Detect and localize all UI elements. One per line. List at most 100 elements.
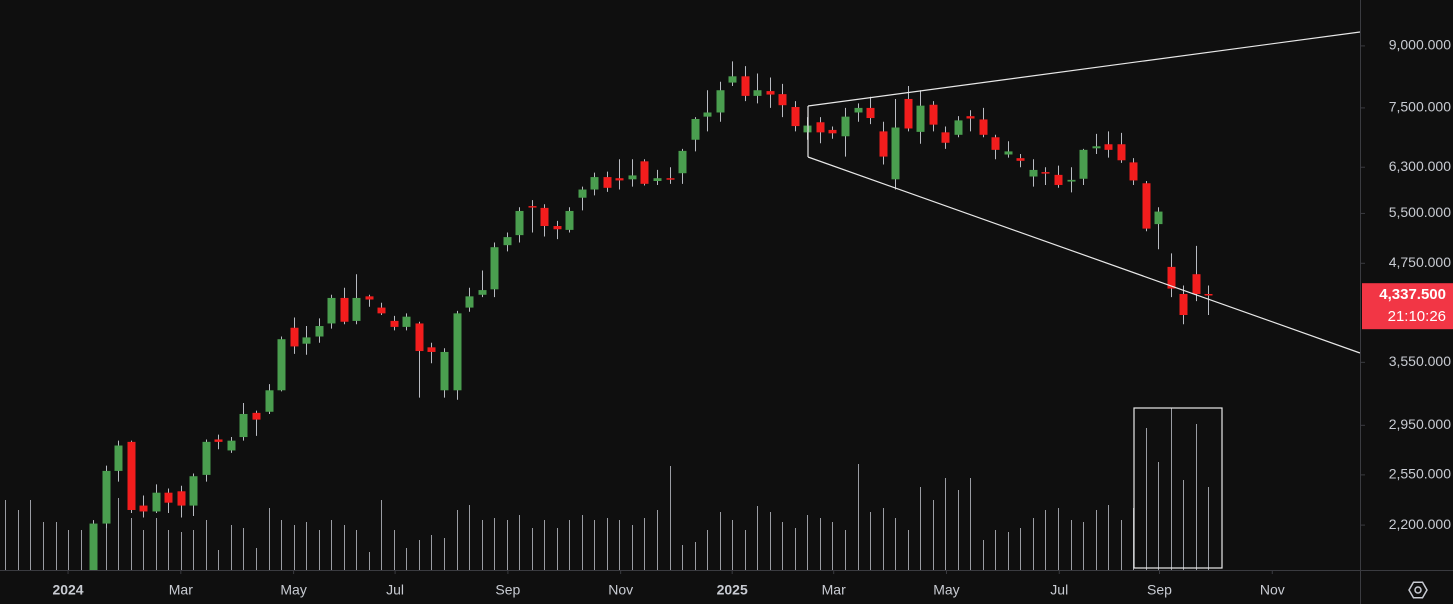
candle-body [1142,183,1151,229]
candle-body [891,127,900,180]
candle-body [1154,211,1163,225]
x-tick-label: 2025 [717,582,748,598]
candle-body [239,413,248,438]
candle-body [277,339,286,391]
x-tick-label: Nov [1260,582,1285,598]
candle-body [778,94,787,106]
candle-body [114,445,123,471]
candle-body [377,307,386,314]
candle-body [728,76,737,83]
candle-body [515,210,524,236]
y-tick-label: 3,550.000 [1389,353,1451,369]
x-tick-label: 2024 [52,582,83,598]
candle-body [1179,293,1188,316]
candle-body [265,390,274,412]
candle-body [941,132,950,143]
candle-body [954,120,963,135]
x-tick-label: Mar [169,582,193,598]
candle-body [1041,172,1050,174]
settings-icon[interactable] [1408,581,1428,599]
candle-body [1054,174,1063,185]
candle-body [402,316,411,327]
candle-body [1129,162,1138,181]
candle-body [503,237,512,246]
candle-body [1117,144,1126,161]
candle-body [766,91,775,95]
candle-layer [89,61,1213,570]
highlight-box [1133,407,1223,569]
candle-body [1029,169,1038,177]
x-tick-label: Jul [386,582,404,598]
candle-body [127,441,136,510]
candle-body [565,210,574,230]
candle-body [152,492,161,512]
candle-body [214,439,223,442]
candle-body [828,129,837,134]
candle-body [816,122,825,133]
candle-body [991,137,1000,150]
candle-body [189,476,198,506]
candle-body [315,326,324,337]
candle-body [628,175,637,180]
candle-body [640,161,649,184]
x-tick-label: Sep [1147,582,1172,598]
y-tick-label: 2,950.000 [1389,416,1451,432]
y-tick-label: 5,500.000 [1389,204,1451,220]
candle-body [1104,144,1113,150]
last-price: 4,337.500 [1379,286,1446,303]
candle-body [490,247,499,290]
candle-body [741,76,750,96]
candle-body [603,177,612,188]
candle-body [615,178,624,181]
x-tick-label: May [933,582,959,598]
y-tick-label: 2,550.000 [1389,466,1451,482]
candle-body [966,116,975,119]
candle-body [653,178,662,181]
candle-body [841,116,850,137]
candle-body [854,107,863,113]
candle-body [1004,151,1013,155]
axes: 9,000.000 7,500.000 6,300.000 5,500.000 4,75… [52,37,1451,598]
candle-body [578,189,587,198]
candle-body [440,351,449,391]
candle-body [1079,149,1088,179]
trend-line [807,156,1361,354]
x-tick-label: Jul [1050,582,1068,598]
candle-body [139,505,148,512]
candle-body [89,523,98,570]
candle-body [1192,274,1201,294]
candle-body [678,150,687,174]
y-tick-label: 2,200.000 [1389,516,1451,532]
candle-body [1167,266,1176,289]
candle-body [753,90,762,96]
candle-body [427,347,436,352]
candle-body [716,90,725,113]
candle-body [1092,146,1101,149]
candle-body [590,177,599,190]
candle-body [202,441,211,475]
candle-body [227,440,236,451]
candle-body [1016,158,1025,161]
candle-body [327,297,336,324]
candle-body [302,337,311,344]
candle-body [791,107,800,127]
candle-body [703,112,712,117]
candle-body [252,412,261,420]
candle-body [691,118,700,140]
trend-line [807,31,1361,107]
y-tick-label: 9,000.000 [1389,37,1451,53]
x-tick-label: Mar [822,582,846,598]
candle-body [478,290,487,295]
candle-body [177,491,186,506]
candle-body [1204,293,1213,296]
candle-body [453,313,462,391]
countdown: 21:10:26 [1388,308,1446,325]
candle-body [916,105,925,132]
candle-body [365,296,374,300]
drawings [807,31,1361,569]
candle-body [866,107,875,119]
price-tag: 4,337.500 21:10:26 [1362,283,1453,330]
x-tick-label: Nov [608,582,633,598]
candle-body [1067,179,1076,182]
